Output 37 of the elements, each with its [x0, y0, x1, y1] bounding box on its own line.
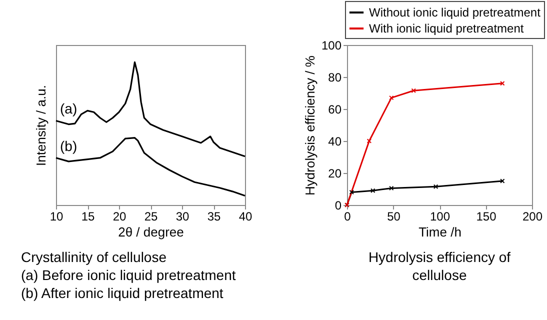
text: (b) After ionic liquid pretreatment — [21, 285, 224, 301]
point — [370, 188, 376, 193]
x-tick-label: 50 — [387, 210, 401, 224]
x-tick-label: 25 — [144, 210, 158, 224]
text: (a) Before ionic liquid pretreatment — [21, 267, 236, 283]
text: Hydrolysis efficiency of cellulose — [368, 249, 511, 283]
x-tick-label: 150 — [476, 210, 497, 224]
x-tick-label: 100 — [430, 210, 450, 224]
y-tick-label: 100 — [321, 38, 342, 52]
x-tick-label: 40 — [238, 210, 252, 224]
x-tick-label: 0 — [344, 210, 352, 224]
y-tick-label: 60 — [328, 102, 342, 116]
point — [366, 138, 372, 144]
point — [433, 184, 438, 189]
legend-label: Without ionic liquid pretreatment — [369, 6, 542, 20]
y-tick-label: 20 — [328, 166, 342, 180]
point — [389, 95, 394, 100]
y-tick-label: 0 — [334, 198, 342, 212]
y-tick-label: 40 — [328, 134, 342, 148]
x-axis-title: 2θ / degree — [118, 224, 184, 240]
x-tick-label: 35 — [207, 210, 221, 224]
point — [411, 88, 416, 93]
x-tick-label: 15 — [81, 210, 95, 224]
point — [349, 190, 354, 195]
x-tick-label: 200 — [522, 210, 543, 224]
x-axis-title: Time /h — [418, 224, 462, 240]
annotation: (b) — [60, 138, 78, 154]
x-tick-label: 20 — [112, 210, 126, 224]
text: Crystallinity of cellulose — [21, 249, 167, 265]
y-tick-label: 80 — [328, 70, 342, 84]
y-axis-title: Intensity / a.u. — [34, 85, 48, 166]
point — [389, 186, 394, 191]
annotation: (a) — [60, 100, 78, 117]
y-axis-title: Hydrolysis efficiency / % — [302, 55, 318, 196]
x-tick-label: 10 — [50, 210, 64, 224]
x-tick-label: 30 — [176, 210, 190, 224]
legend-label: With ionic liquid pretreatment — [369, 22, 524, 36]
